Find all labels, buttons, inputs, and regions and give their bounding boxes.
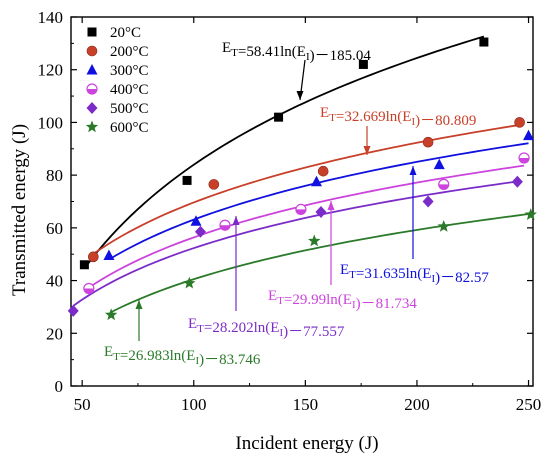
legend-marker bbox=[86, 64, 98, 75]
legend-marker bbox=[85, 120, 99, 133]
legend: 20°C 200°C 300°C 400°C 500°C 600°C bbox=[85, 25, 149, 136]
y-tick-label: 0 bbox=[55, 377, 64, 396]
equation-label: ET=58.41ln(EI)－185.04 bbox=[222, 40, 371, 64]
fit-curve-5 bbox=[110, 212, 531, 313]
annotation-arrowhead bbox=[363, 146, 371, 155]
data-point bbox=[88, 251, 99, 263]
data-point bbox=[79, 260, 89, 270]
data-point bbox=[358, 59, 368, 69]
legend-label: 20°C bbox=[110, 25, 141, 41]
x-tick-label: 100 bbox=[181, 395, 207, 414]
equation-label: ET=29.99ln(EI)－81.734 bbox=[268, 288, 417, 312]
legend-label: 200°C bbox=[110, 44, 149, 60]
data-point bbox=[433, 158, 445, 170]
equation-label: ET=32.669ln(EI)－80.809 bbox=[320, 105, 476, 129]
legend-marker bbox=[87, 27, 97, 37]
y-axis-title: Transmitted energy (J) bbox=[9, 124, 30, 296]
data-point bbox=[479, 37, 489, 47]
data-point bbox=[183, 276, 196, 289]
legend-marker bbox=[86, 83, 98, 95]
data-point bbox=[422, 136, 434, 148]
data-point bbox=[83, 282, 95, 295]
annotation-arrowhead bbox=[327, 201, 335, 210]
data-point bbox=[514, 117, 525, 128]
data-point bbox=[311, 175, 323, 187]
data-point bbox=[315, 206, 327, 219]
data-point bbox=[511, 175, 523, 188]
equation-annotations: ET=58.41ln(EI)－185.04 ET=32.669ln(EI)－80.… bbox=[104, 40, 489, 368]
data-point bbox=[438, 178, 450, 190]
equation-label: ET=26.983ln(EI)－83.746 bbox=[104, 344, 261, 368]
data-point bbox=[437, 220, 450, 232]
legend-label: 500°C bbox=[110, 101, 149, 117]
equation-label: ET=28.202ln(EI)－77.557 bbox=[188, 316, 345, 340]
legend-label: 400°C bbox=[110, 82, 149, 98]
y-tick-label: 40 bbox=[46, 272, 63, 291]
y-tick-label: 120 bbox=[38, 61, 64, 80]
legend-label: 300°C bbox=[110, 63, 149, 79]
data-point bbox=[219, 219, 231, 231]
y-tick-label: 100 bbox=[38, 113, 64, 132]
data-point bbox=[182, 175, 192, 185]
annotation-arrowhead bbox=[135, 300, 143, 309]
data-points bbox=[67, 37, 537, 321]
fit-curve-0 bbox=[83, 35, 485, 269]
data-point bbox=[190, 215, 202, 226]
x-axis-title: Incident energy (J) bbox=[235, 433, 378, 454]
data-point bbox=[317, 165, 329, 177]
x-tick-label: 50 bbox=[74, 395, 91, 414]
data-point bbox=[523, 129, 535, 141]
data-point bbox=[274, 112, 284, 122]
x-tick-label: 200 bbox=[404, 395, 430, 414]
data-point bbox=[208, 179, 220, 190]
legend-label: 600°C bbox=[110, 120, 149, 136]
y-tick-label: 20 bbox=[46, 324, 63, 343]
fit-curve-4 bbox=[72, 180, 518, 307]
legend-marker bbox=[86, 45, 98, 57]
data-point bbox=[194, 225, 206, 238]
fit-curve-3 bbox=[88, 164, 525, 289]
equation-label: ET=31.635ln(EI)－82.57 bbox=[340, 262, 489, 286]
data-point bbox=[295, 203, 307, 216]
data-point bbox=[103, 249, 115, 261]
axes-layer: 50 100 150 200 250 0 20 40 60 80 100 120 140 bbox=[38, 8, 542, 414]
annotation-arrowhead bbox=[409, 166, 417, 175]
y-tick-label: 80 bbox=[46, 166, 63, 185]
data-point bbox=[67, 304, 79, 317]
x-tick-label: 150 bbox=[293, 395, 319, 414]
data-point bbox=[104, 308, 118, 321]
y-tick-label: 140 bbox=[38, 8, 64, 27]
fit-curve-1 bbox=[92, 124, 520, 255]
data-point bbox=[308, 234, 321, 247]
annotation-arrowhead bbox=[232, 216, 240, 225]
legend-marker bbox=[86, 102, 98, 114]
data-point bbox=[524, 208, 537, 220]
data-point bbox=[518, 152, 530, 164]
data-point bbox=[422, 195, 434, 208]
annotation-arrowhead bbox=[296, 91, 304, 100]
x-tick-label: 250 bbox=[516, 395, 542, 414]
y-tick-label: 60 bbox=[46, 219, 63, 238]
